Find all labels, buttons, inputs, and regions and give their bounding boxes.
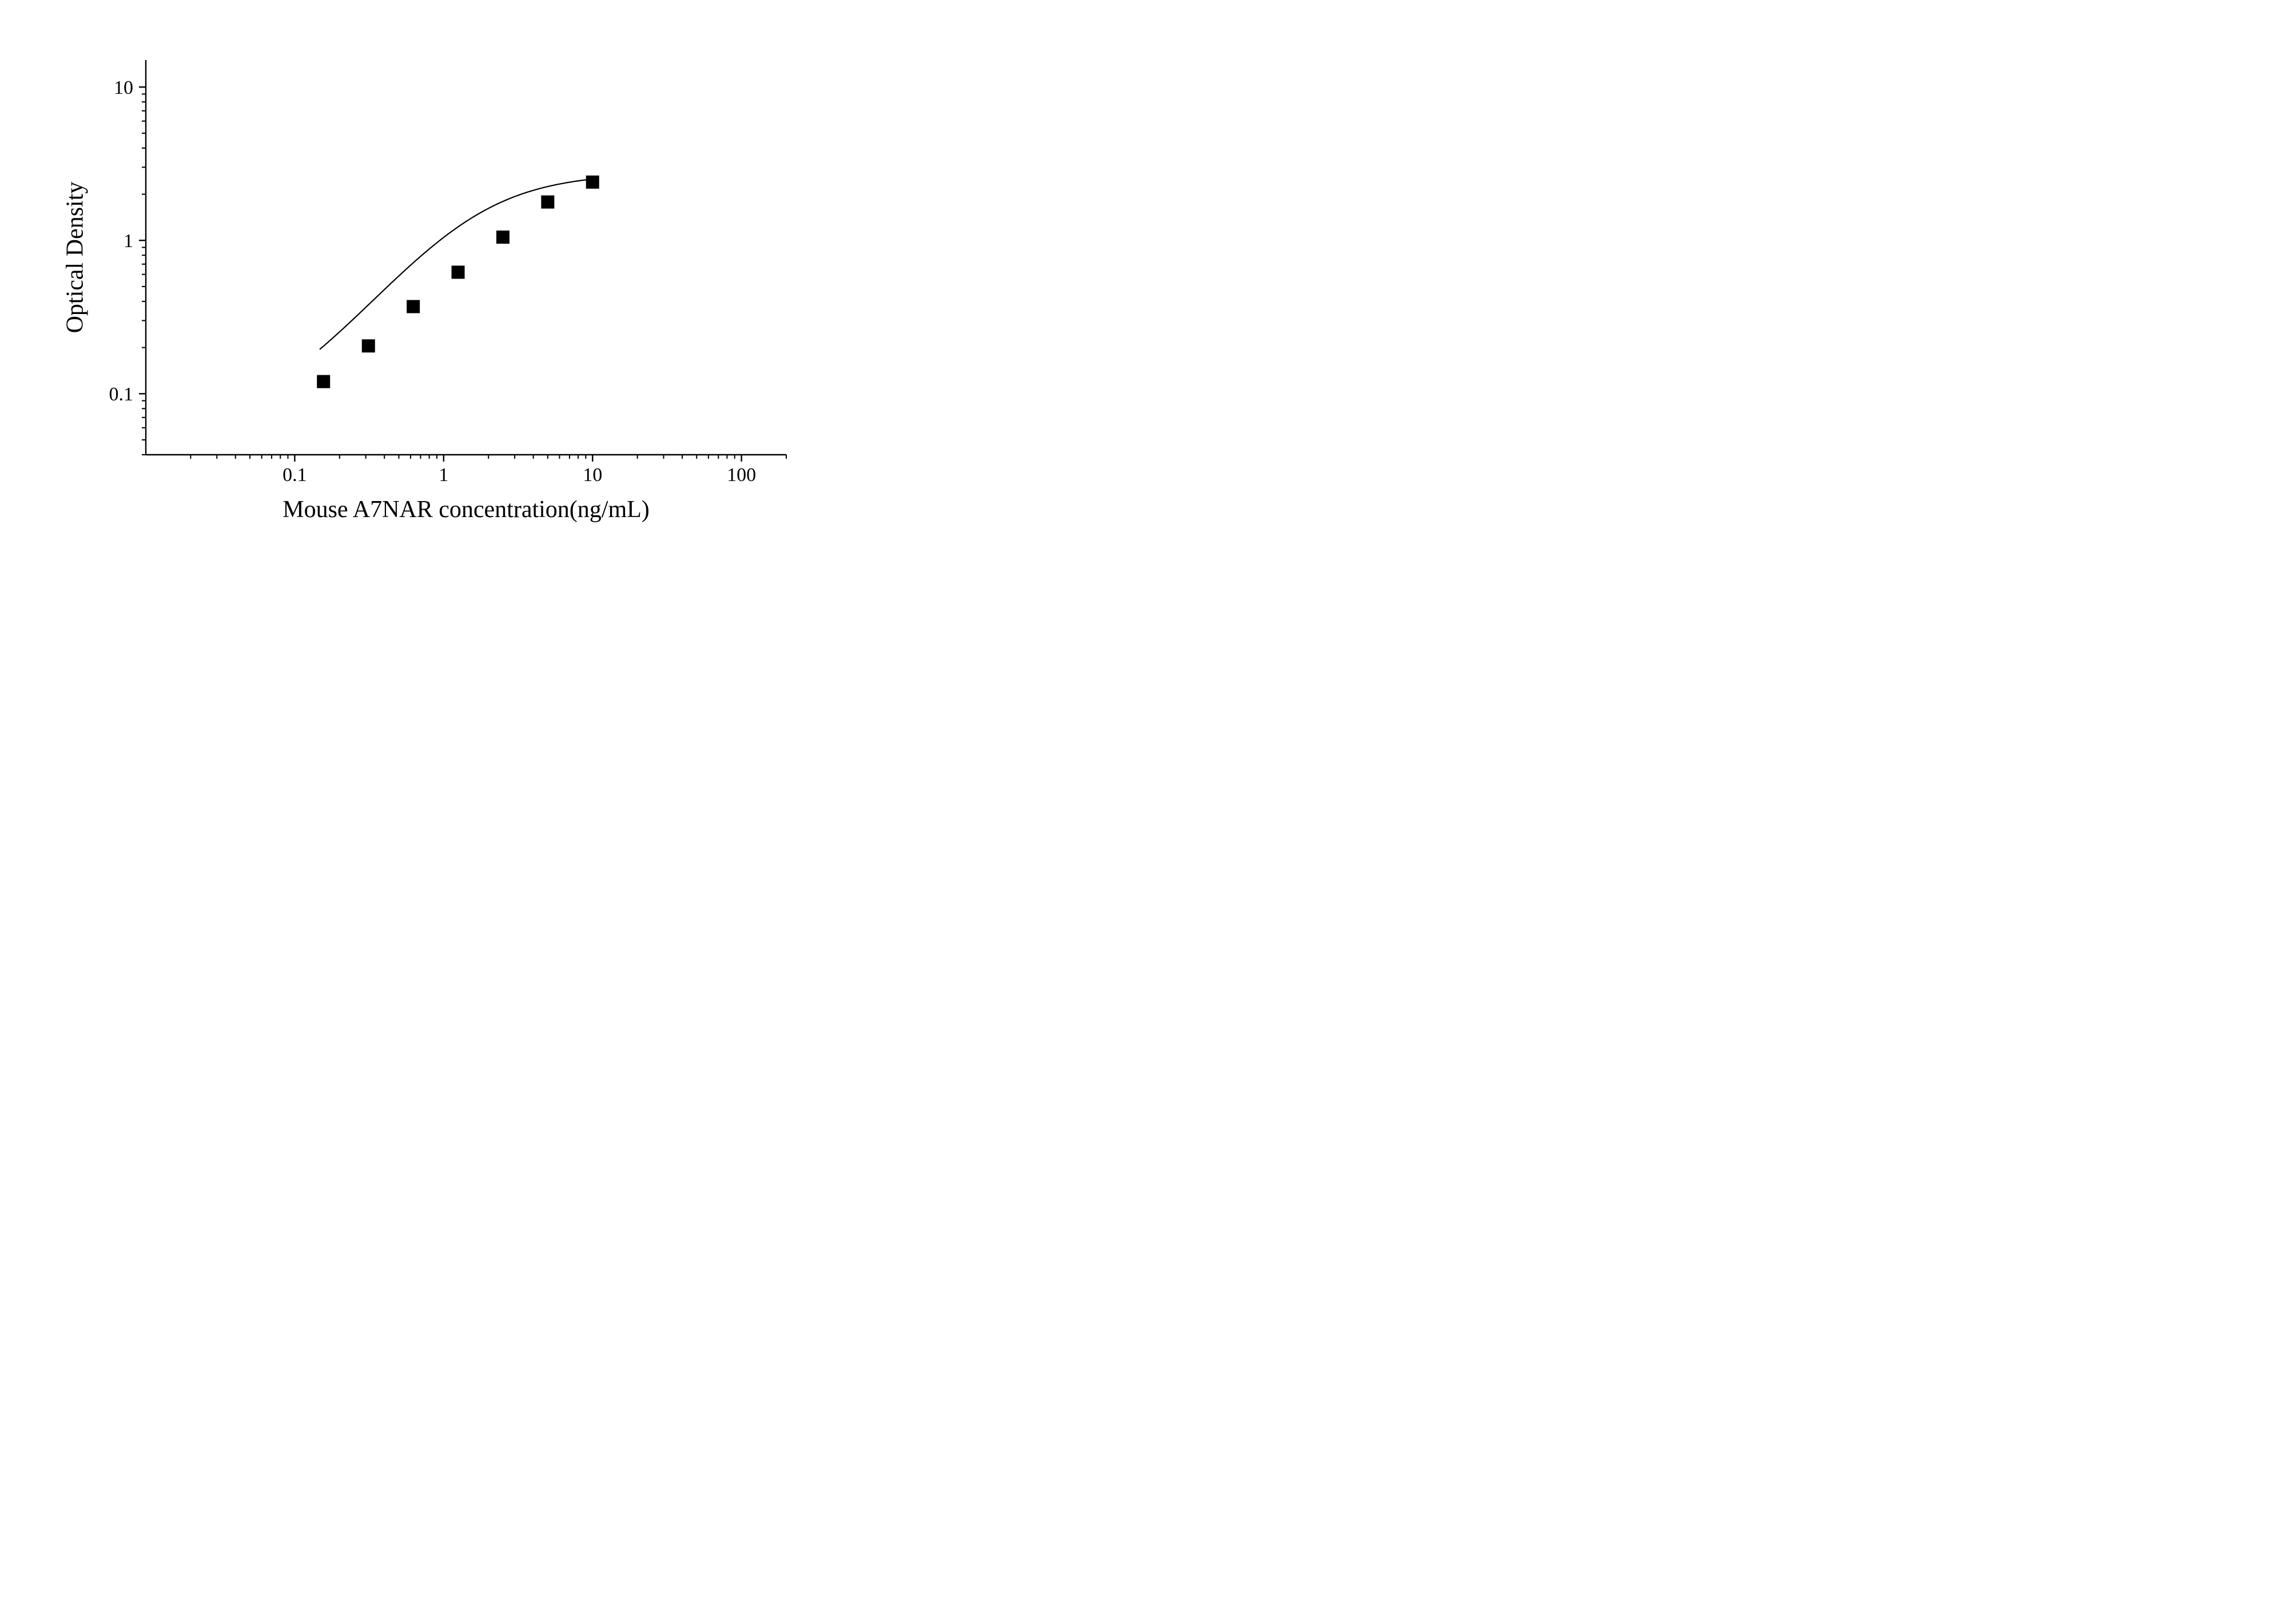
data-point-marker — [317, 375, 330, 388]
data-point-marker — [452, 266, 464, 279]
data-point-marker — [496, 231, 509, 244]
y-tick-label: 0.1 — [109, 384, 134, 405]
x-tick-label: 100 — [727, 464, 756, 486]
chart-svg: 0.1 1 10 100 0.1 1 10 Mouse A7NAR concentration… — [0, 0, 861, 602]
y-axis-label: Optical Density — [62, 182, 89, 333]
data-point-marker — [542, 196, 554, 208]
data-point-marker — [407, 300, 420, 313]
data-point-marker — [586, 176, 599, 188]
data-point-marker — [362, 340, 375, 352]
x-tick-label: 0.1 — [282, 464, 307, 486]
y-tick-label: 1 — [124, 231, 133, 252]
x-tick-label: 10 — [583, 464, 602, 486]
x-axis-label: Mouse A7NAR concentration(ng/mL) — [282, 496, 650, 523]
y-tick-label: 10 — [114, 77, 133, 98]
chart-container: 0.1 1 10 100 0.1 1 10 Mouse A7NAR concentration… — [0, 0, 861, 602]
x-tick-label: 1 — [439, 464, 448, 486]
